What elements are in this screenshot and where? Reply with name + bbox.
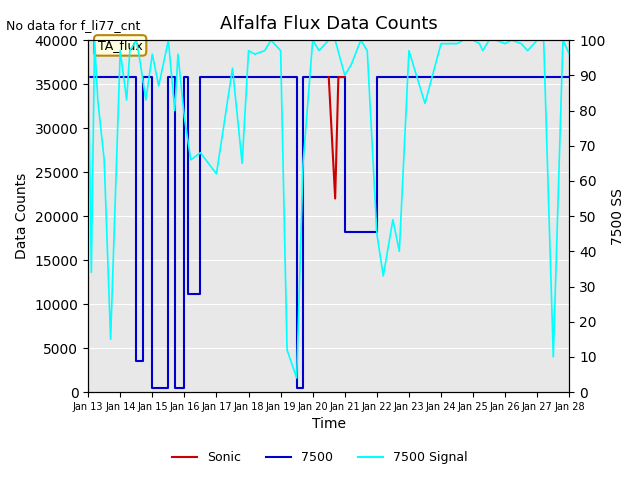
Text: No data for f_li77_cnt: No data for f_li77_cnt — [6, 19, 141, 32]
Text: TA_flux: TA_flux — [98, 39, 143, 52]
X-axis label: Time: Time — [312, 418, 346, 432]
Y-axis label: 7500 SS: 7500 SS — [611, 188, 625, 244]
Y-axis label: Data Counts: Data Counts — [15, 173, 29, 259]
Legend: Sonic, 7500, 7500 Signal: Sonic, 7500, 7500 Signal — [167, 446, 473, 469]
Title: Alfalfa Flux Data Counts: Alfalfa Flux Data Counts — [220, 15, 438, 33]
